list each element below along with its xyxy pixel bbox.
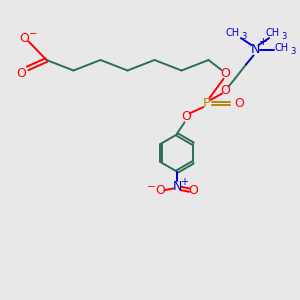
- Text: −: −: [147, 182, 156, 192]
- Text: O: O: [189, 184, 198, 197]
- Text: O: O: [20, 32, 29, 45]
- Text: O: O: [220, 67, 230, 80]
- Text: CH: CH: [266, 28, 280, 38]
- Text: N: N: [172, 180, 182, 193]
- Text: +: +: [259, 37, 268, 47]
- Text: CH: CH: [225, 28, 240, 38]
- Text: O: O: [181, 110, 191, 124]
- Text: 3: 3: [282, 32, 287, 40]
- Text: −: −: [29, 29, 38, 39]
- Text: O: O: [220, 83, 230, 97]
- Text: N: N: [250, 43, 260, 56]
- Text: 3: 3: [241, 32, 247, 40]
- Text: O: O: [17, 67, 26, 80]
- Text: 3: 3: [291, 46, 296, 56]
- Text: O: O: [234, 97, 244, 110]
- Text: +: +: [180, 177, 188, 187]
- Text: CH: CH: [275, 43, 289, 53]
- Text: P: P: [203, 97, 211, 110]
- Text: O: O: [156, 184, 165, 197]
